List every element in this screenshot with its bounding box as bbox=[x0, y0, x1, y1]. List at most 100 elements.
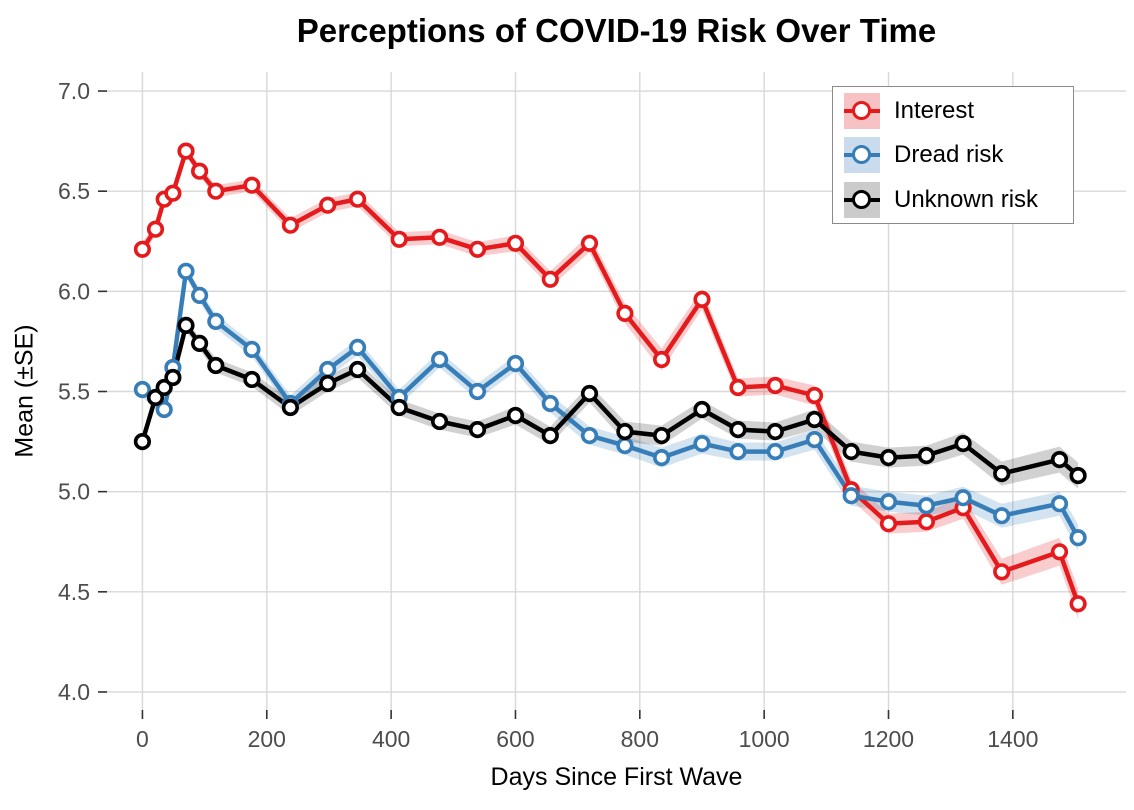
point-unknown-risk bbox=[133, 433, 151, 451]
point-unknown-risk bbox=[842, 443, 860, 461]
point-interest bbox=[146, 220, 165, 238]
point-dread-risk bbox=[805, 431, 824, 449]
x-tick-label: 200 bbox=[248, 726, 286, 752]
point-interest bbox=[917, 513, 936, 531]
x-tick-label: 1200 bbox=[863, 726, 914, 752]
point-dread-risk bbox=[616, 437, 634, 455]
legend-point-icon bbox=[852, 145, 871, 164]
legend-label-dread-risk: Dread risk bbox=[894, 141, 1004, 168]
point-dread-risk bbox=[1069, 529, 1087, 547]
legend-item-dread-risk: Dread risk bbox=[833, 134, 1073, 176]
point-unknown-risk bbox=[541, 427, 559, 445]
point-dread-risk bbox=[693, 435, 711, 453]
point-dread-risk bbox=[842, 487, 860, 505]
legend-key-unknown-risk-icon bbox=[844, 181, 880, 218]
point-interest bbox=[729, 378, 747, 397]
legend-label-interest: Interest bbox=[894, 96, 975, 124]
point-unknown-risk bbox=[506, 406, 525, 425]
point-unknown-risk bbox=[729, 421, 747, 439]
point-dread-risk bbox=[349, 338, 367, 357]
x-tick-label: 400 bbox=[372, 726, 410, 752]
point-interest bbox=[1069, 595, 1087, 613]
x-tick-label: 1400 bbox=[987, 726, 1038, 752]
point-unknown-risk bbox=[954, 435, 972, 453]
point-dread-risk bbox=[580, 427, 599, 445]
point-dread-risk bbox=[993, 507, 1011, 525]
y-tick-label: 5.0 bbox=[58, 479, 90, 505]
point-dread-risk bbox=[652, 449, 671, 467]
legend-key-dread-risk-icon bbox=[844, 137, 880, 173]
point-dread-risk bbox=[191, 286, 209, 305]
point-unknown-risk bbox=[652, 427, 671, 445]
x-tick-label: 0 bbox=[136, 726, 149, 752]
x-tick-label: 1000 bbox=[739, 726, 790, 752]
se-ribbon-dread-risk bbox=[142, 265, 1079, 551]
point-unknown-risk bbox=[164, 368, 182, 387]
point-interest bbox=[390, 230, 408, 248]
point-unknown-risk bbox=[1050, 451, 1069, 469]
point-unknown-risk bbox=[1069, 467, 1087, 485]
point-unknown-risk bbox=[177, 316, 195, 335]
point-unknown-risk bbox=[390, 398, 408, 417]
point-unknown-risk bbox=[319, 374, 337, 393]
legend-item-interest: Interest bbox=[833, 90, 1073, 132]
point-unknown-risk bbox=[616, 423, 634, 441]
point-interest bbox=[191, 162, 209, 180]
point-interest bbox=[693, 290, 711, 309]
point-interest bbox=[616, 304, 634, 323]
legend-item-unknown-risk: Unknown risk bbox=[833, 179, 1073, 221]
point-interest bbox=[177, 142, 195, 160]
point-dread-risk bbox=[468, 382, 487, 401]
point-dread-risk bbox=[954, 489, 972, 507]
point-interest bbox=[580, 234, 599, 252]
point-unknown-risk bbox=[281, 398, 300, 417]
point-interest bbox=[164, 184, 182, 202]
point-dread-risk bbox=[177, 262, 195, 280]
point-dread-risk bbox=[766, 443, 784, 461]
point-unknown-risk bbox=[879, 449, 898, 467]
point-interest bbox=[652, 350, 671, 369]
chart-title: Perceptions of COVID-19 Risk Over Time bbox=[296, 12, 937, 49]
point-dread-risk bbox=[541, 394, 559, 413]
point-unknown-risk bbox=[580, 384, 599, 403]
y-tick-label: 6.5 bbox=[58, 178, 90, 204]
point-dread-risk bbox=[133, 380, 151, 399]
point-dread-risk bbox=[879, 493, 898, 511]
point-dread-risk bbox=[729, 443, 747, 461]
legend-label-unknown-risk: Unknown risk bbox=[894, 185, 1039, 213]
point-interest bbox=[993, 563, 1011, 581]
point-interest bbox=[468, 240, 487, 258]
x-tick-label: 800 bbox=[621, 726, 659, 752]
point-unknown-risk bbox=[993, 465, 1011, 483]
point-interest bbox=[879, 515, 898, 533]
point-unknown-risk bbox=[468, 421, 487, 439]
x-tick-label: 600 bbox=[496, 726, 534, 752]
point-dread-risk bbox=[155, 400, 173, 419]
point-interest bbox=[281, 216, 300, 234]
point-interest bbox=[207, 182, 225, 200]
legend: Interest Dread risk Unknown risk bbox=[832, 86, 1074, 224]
point-dread-risk bbox=[431, 350, 449, 369]
point-interest bbox=[319, 196, 337, 214]
y-tick-label: 4.5 bbox=[58, 579, 90, 605]
point-dread-risk bbox=[917, 497, 936, 515]
point-unknown-risk bbox=[207, 356, 225, 375]
point-interest bbox=[1050, 543, 1069, 561]
point-interest bbox=[766, 376, 784, 395]
y-tick-label: 7.0 bbox=[58, 78, 90, 104]
point-unknown-risk bbox=[917, 447, 936, 465]
point-dread-risk bbox=[506, 354, 525, 373]
point-interest bbox=[506, 234, 525, 252]
point-unknown-risk bbox=[766, 423, 784, 441]
point-unknown-risk bbox=[431, 412, 449, 431]
point-dread-risk bbox=[207, 312, 225, 331]
se-ribbon-interest bbox=[142, 146, 1079, 619]
point-dread-risk bbox=[319, 360, 337, 379]
point-unknown-risk bbox=[191, 334, 209, 353]
legend-point-icon bbox=[852, 189, 871, 209]
point-dread-risk bbox=[243, 340, 261, 359]
y-tick-label: 6.0 bbox=[58, 278, 90, 304]
y-tick-label: 5.5 bbox=[58, 379, 90, 405]
